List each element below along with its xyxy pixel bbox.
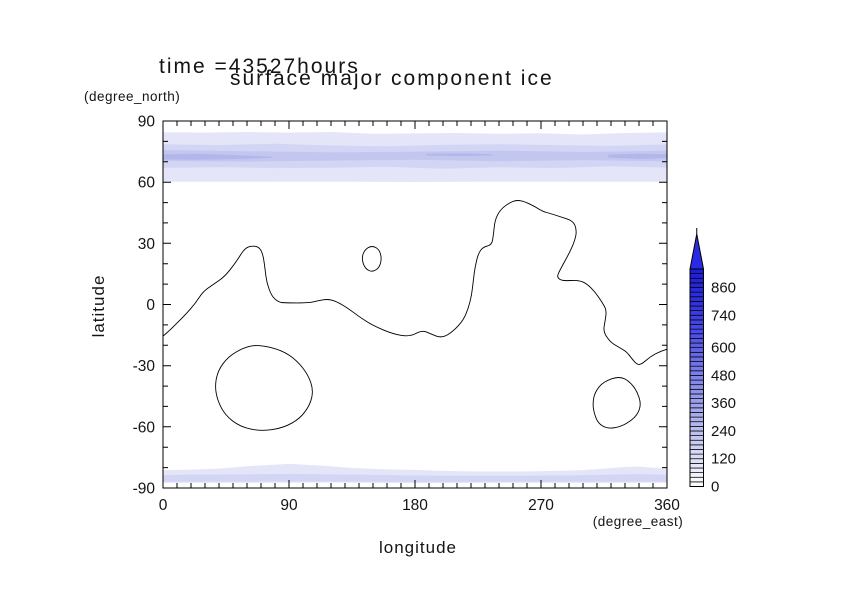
colorbar-segment-440 [689, 379, 704, 386]
colorbar-overflow-arrow [689, 233, 705, 270]
colorbar-segment-320 [689, 407, 704, 413]
colorbar-segment-920 [689, 268, 704, 274]
south-polar-band-level2 [163, 473, 667, 482]
colorbar-segment-160 [689, 444, 704, 450]
main-contour-line [162, 200, 668, 365]
colorbar-segment-120 [689, 453, 704, 460]
y-tick-label-0: 0 [146, 297, 155, 314]
colorbar-segment-560 [689, 351, 704, 358]
colorbar-segment-480 [689, 370, 704, 376]
colorbar-label-740: 740 [711, 307, 736, 324]
colorbar-segment-420 [689, 384, 704, 390]
southeast-basin-contour [592, 377, 641, 429]
colorbar-segment-600 [689, 342, 704, 349]
colorbar-segment-80 [689, 463, 704, 469]
colorbar-segment-580 [689, 347, 704, 353]
colorbar-label-120: 120 [711, 451, 736, 468]
north-polar-streak-west [163, 153, 273, 160]
colorbar-segment-800 [689, 296, 704, 302]
x-tick-label-270: 270 [528, 497, 554, 514]
colorbar-segment-720 [689, 314, 704, 321]
colorbar-segment-520 [689, 361, 704, 367]
colorbar-segment-660 [689, 328, 704, 335]
colorbar-segment-280 [689, 416, 704, 423]
y-tick-label-60: 60 [138, 175, 156, 192]
colorbar-segment-260 [689, 421, 704, 427]
colorbar-label-0: 0 [711, 479, 719, 496]
colorbar-segment-0 [689, 481, 704, 487]
colorbar-label-860: 860 [711, 280, 736, 297]
y-tick-label--30: -30 [133, 358, 156, 375]
colorbar-segment-240 [689, 425, 704, 432]
colorbar-segment-880 [689, 277, 704, 284]
colorbar-label-480: 480 [711, 367, 736, 384]
y-tick-label-90: 90 [138, 114, 156, 131]
contour-layer [162, 200, 668, 431]
colorbar-segment-60 [689, 467, 704, 473]
colorbar-segment-460 [689, 375, 704, 381]
colorbar-segment-300 [689, 412, 704, 418]
colorbar-segment-200 [689, 435, 704, 441]
x-tick-label-180: 180 [402, 497, 428, 514]
colorbar-segment-140 [689, 449, 704, 455]
map-fill-layer [163, 132, 667, 484]
colorbar-label-240: 240 [711, 423, 736, 440]
x-tick-label-90: 90 [280, 497, 298, 514]
colorbar-segment-340 [689, 402, 704, 409]
colorbar-segment-860 [689, 282, 704, 288]
time-title: time =43527hours [159, 55, 360, 78]
southwest-basin-contour [215, 345, 313, 431]
y-tick-label-30: 30 [138, 236, 156, 253]
colorbar-segment-380 [689, 393, 704, 399]
y-axis-name: latitude [89, 275, 108, 338]
colorbar-segment-760 [689, 305, 704, 311]
colorbar-segment-40 [689, 472, 704, 478]
colorbar-segment-220 [689, 430, 704, 436]
axis-tick-layer [162, 120, 668, 489]
colorbar-segment-180 [689, 439, 704, 446]
colorbar: 860 740 600 480 360 240 120 0 [689, 228, 736, 496]
colorbar-segment-700 [689, 319, 704, 325]
colorbar-segment-620 [689, 338, 704, 344]
colorbar-segment-640 [689, 333, 704, 339]
y-tick-label--60: -60 [133, 419, 156, 436]
tick-label-layer: 0 90 180 270 360 90 60 30 0 -30 -60 -90 [133, 114, 681, 515]
y-axis-unit: (degree_north) [84, 89, 180, 104]
x-axis-name: longitude [379, 538, 457, 557]
colorbar-segment-900 [689, 273, 704, 279]
colorbar-segment-360 [689, 398, 704, 404]
colorbar-segment-840 [689, 287, 704, 293]
x-tick-label-0: 0 [159, 497, 168, 514]
colorbar-segment-780 [689, 301, 704, 307]
axis-ticks [162, 120, 668, 489]
north-polar-band-level3 [163, 150, 667, 162]
north-polar-streak-east [608, 153, 667, 159]
colorbar-segment-400 [689, 388, 704, 395]
colorbar-segment-100 [689, 458, 704, 464]
main-title: surface major component ice [230, 67, 554, 90]
colorbar-segment-500 [689, 365, 704, 372]
colorbar-segment-20 [689, 476, 704, 483]
colorbar-segment-540 [689, 356, 704, 362]
x-axis-unit: (degree_east) [593, 514, 684, 529]
x-tick-label-360: 360 [654, 497, 680, 514]
colorbar-segment-820 [689, 291, 704, 298]
north-polar-streak-middle [426, 153, 492, 157]
colorbar-segment-740 [689, 310, 704, 316]
colorbar-label-600: 600 [711, 340, 736, 357]
colorbar-label-360: 360 [711, 395, 736, 412]
small-closed-contour [361, 246, 382, 272]
colorbar-segment-680 [689, 324, 704, 330]
y-tick-label--90: -90 [133, 481, 156, 498]
